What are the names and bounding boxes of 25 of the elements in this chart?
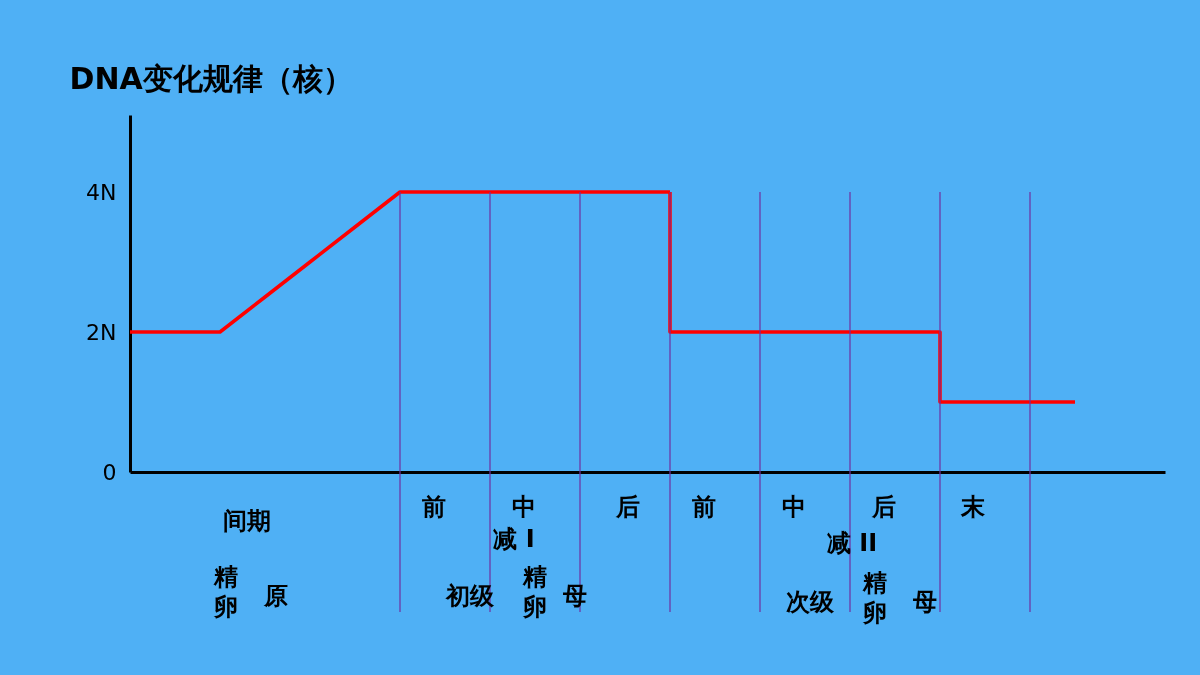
text: 减 I (493, 525, 535, 553)
text: 卵 (522, 593, 547, 621)
text: 初级 (445, 582, 495, 610)
text: 中 (512, 493, 536, 521)
text: 末 (960, 493, 986, 521)
y-tick-label: 4N (86, 179, 117, 205)
text: 后 (871, 493, 896, 521)
text: 母 (912, 588, 937, 616)
text: 前 (421, 493, 446, 521)
text: 前 (691, 493, 716, 521)
text: 精 (522, 563, 547, 591)
y-tick-label: 2N (86, 319, 117, 345)
text: 精 (213, 563, 238, 591)
text: 原 (263, 582, 288, 610)
text: 精 (862, 569, 887, 597)
text: 次级 (786, 588, 835, 616)
text: 卵 (862, 599, 887, 627)
y-tick-label: 0 (102, 459, 117, 485)
text: 中 (782, 493, 806, 521)
text: 卵 (213, 593, 238, 621)
text: 减 II (826, 529, 878, 557)
text: 间期 (223, 507, 271, 535)
text: 后 (615, 493, 640, 521)
text: 母 (562, 582, 587, 610)
chart-title: DNA变化规律（核） (69, 61, 353, 96)
